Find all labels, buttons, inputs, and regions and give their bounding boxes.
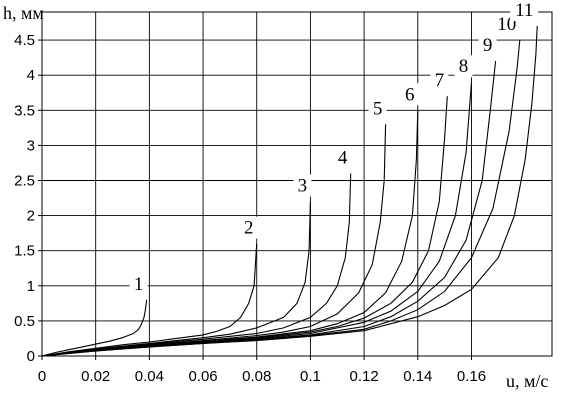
curve-1 [41, 299, 148, 357]
x-tick-label: 0.1 [300, 368, 321, 385]
x-tick-label: 0.06 [188, 368, 217, 385]
curve-label-backdrop [430, 69, 449, 92]
y-tick-label: 3 [27, 137, 35, 154]
x-tick-label: 0 [38, 368, 46, 385]
curve-label-6: 6 [405, 84, 415, 105]
x-axis-label: u, м/с [506, 371, 548, 391]
y-tick-label: 4.5 [14, 32, 35, 49]
curve-label-4: 4 [338, 147, 348, 168]
curve-7 [41, 96, 448, 357]
y-tick-label: 3.5 [14, 102, 35, 119]
x-tick-label: 0.02 [81, 368, 110, 385]
curve-label-backdrop [478, 34, 497, 57]
curve-2 [41, 243, 258, 357]
curve-label-11: 11 [515, 0, 533, 21]
y-axis-ticks: 0 0.5 1 1.5 2 2.5 3 3.5 4 4.5 [14, 32, 42, 365]
curve-label-backdrop [239, 216, 258, 239]
curve-label-3: 3 [298, 176, 308, 197]
curve-label-backdrop [400, 83, 419, 106]
y-tick-label: 1.5 [14, 243, 35, 260]
curve-5 [41, 124, 387, 357]
x-axis-ticks: 0 0.02 0.04 0.06 0.08 0.1 0.12 0.14 0.16 [38, 356, 486, 385]
y-tick-label: 0.5 [14, 313, 35, 330]
x-tick-label: 0.04 [135, 368, 164, 385]
curve-label-7: 7 [435, 70, 445, 91]
curve-9 [41, 61, 497, 357]
curve-label-backdrop [293, 174, 312, 197]
y-tick-label: 2.5 [14, 172, 35, 189]
y-tick-label: 0 [27, 348, 35, 365]
x-tick-label: 0.08 [242, 368, 271, 385]
curve-label-backdrop [368, 97, 387, 120]
y-tick-label: 1 [27, 278, 35, 295]
x-tick-label: 0.14 [403, 368, 432, 385]
curve-label-backdrop [510, 0, 539, 22]
curve-label-2: 2 [244, 218, 254, 239]
y-axis-label: h, мм [3, 3, 44, 23]
x-tick-label: 0.16 [457, 368, 486, 385]
curves [41, 25, 538, 357]
curve-label-5: 5 [373, 98, 383, 119]
y-tick-label: 2 [27, 208, 35, 225]
curve-label-backdrop [333, 146, 352, 169]
curve-label-backdrop [454, 55, 473, 78]
curve-label-8: 8 [459, 56, 469, 77]
plot-border [41, 11, 553, 357]
curve-label-9: 9 [483, 35, 493, 56]
curve-label-backdrop [129, 272, 148, 295]
curve-11 [41, 25, 538, 357]
x-tick-label: 0.12 [350, 368, 379, 385]
curve-label-1: 1 [134, 274, 144, 295]
curve-4 [41, 173, 352, 357]
y-tick-label: 4 [27, 67, 35, 84]
